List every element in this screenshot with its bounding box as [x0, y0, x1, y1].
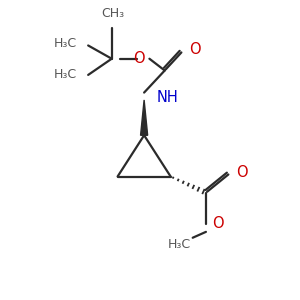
Text: CH₃: CH₃: [102, 7, 125, 20]
Polygon shape: [141, 100, 148, 135]
Text: O: O: [189, 42, 200, 57]
Text: NH: NH: [157, 90, 178, 105]
Text: O: O: [212, 216, 224, 231]
Text: O: O: [133, 51, 145, 66]
Text: H₃C: H₃C: [168, 238, 191, 251]
Text: H₃C: H₃C: [53, 68, 76, 81]
Text: O: O: [236, 165, 248, 180]
Text: H₃C: H₃C: [53, 37, 76, 50]
